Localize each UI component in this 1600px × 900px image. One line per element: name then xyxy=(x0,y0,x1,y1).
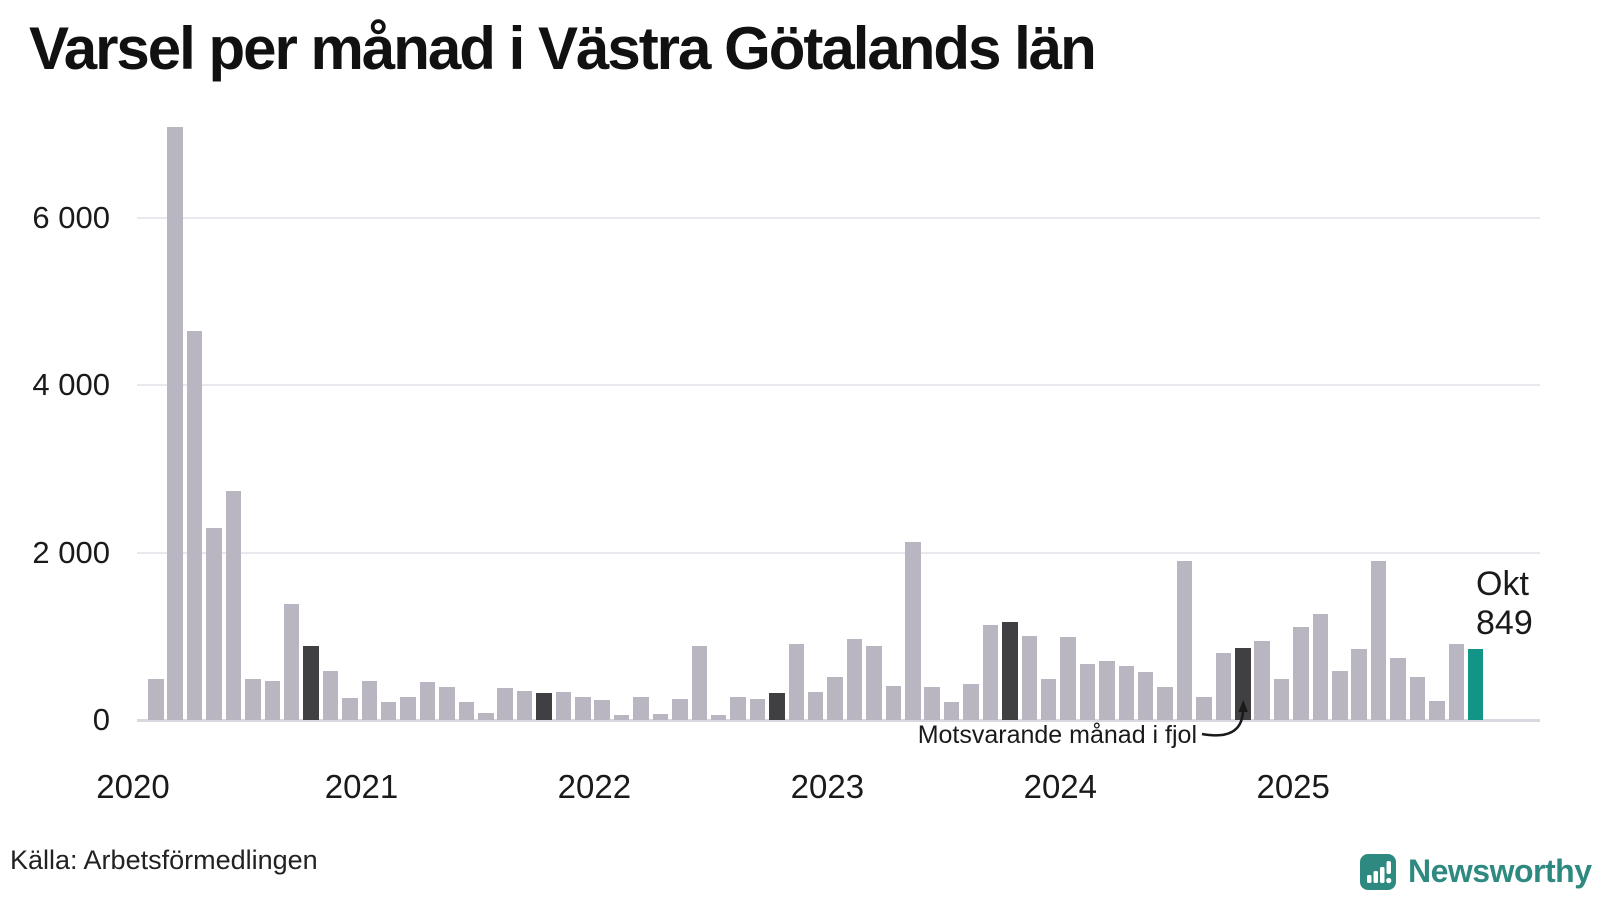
bar-jan-2023 xyxy=(827,676,843,721)
bar-okt-2025 xyxy=(1467,648,1484,720)
newsworthy-logo: Newsworthy xyxy=(1360,853,1592,890)
source-caption: Källa: Arbetsförmedlingen xyxy=(10,845,318,875)
gridline-2000 xyxy=(137,551,1540,554)
bar-jun-2023 xyxy=(924,687,940,720)
bar-maj-2021 xyxy=(439,686,455,720)
bar-mar-2025 xyxy=(1332,670,1348,720)
chart-title: Varsel per månad i Västra Götalands län xyxy=(29,15,1097,82)
bar-apr-2023 xyxy=(885,685,902,720)
annotation-previous-year-label: Motsvarande månad i fjol xyxy=(917,721,1197,749)
bar-nov-2024 xyxy=(1254,641,1270,720)
bar-feb-2025 xyxy=(1312,613,1329,720)
newsworthy-logo-bar-chart-icon xyxy=(1360,853,1396,890)
bar-sep-2025 xyxy=(1448,643,1464,720)
x-tick-label-2025: 2025 xyxy=(1256,768,1330,805)
bar-maj-2022 xyxy=(672,699,688,720)
current-month-value-label: Okt 849 xyxy=(1476,565,1533,643)
bar-sep-2024 xyxy=(1215,653,1231,720)
bar-feb-2022 xyxy=(613,715,630,720)
bar-aug-2021 xyxy=(497,688,513,720)
bar-maj-2020 xyxy=(206,528,222,720)
bar-apr-2020 xyxy=(186,331,203,720)
bar-nov-2021 xyxy=(555,692,572,720)
gridline-4000 xyxy=(137,384,1540,386)
current-value-label: 849 xyxy=(1476,604,1533,642)
bar-jul-2023 xyxy=(943,702,960,720)
bar-jun-2024 xyxy=(1157,686,1173,720)
y-tick-label-6000: 6 000 xyxy=(32,199,110,235)
bar-sep-2020 xyxy=(283,603,300,720)
bar-apr-2024 xyxy=(1118,665,1134,720)
bar-okt-2022 xyxy=(769,693,785,720)
x-tick-label-2020: 2020 xyxy=(96,768,170,805)
bar-mar-2024 xyxy=(1099,661,1115,720)
bar-jul-2020 xyxy=(245,679,261,720)
bar-sep-2023 xyxy=(982,625,999,720)
x-tick-label-2024: 2024 xyxy=(1023,768,1098,805)
bar-jun-2021 xyxy=(458,701,475,720)
bar-nov-2023 xyxy=(1021,636,1037,721)
bar-jun-2025 xyxy=(1390,658,1406,720)
bar-okt-2024 xyxy=(1235,648,1251,720)
bar-aug-2023 xyxy=(963,684,979,720)
y-tick-label-4000: 4 000 xyxy=(32,367,110,402)
bar-nov-2020 xyxy=(322,671,339,720)
bar-feb-2021 xyxy=(380,702,397,720)
bar-mar-2023 xyxy=(866,645,882,720)
bar-jan-2025 xyxy=(1293,627,1309,720)
bar-feb-2020 xyxy=(148,679,164,720)
x-tick-label-2022: 2022 xyxy=(557,768,632,805)
bar-feb-2024 xyxy=(1079,663,1096,720)
bar-nov-2022 xyxy=(788,643,804,720)
bar-jul-2025 xyxy=(1409,677,1426,720)
bar-apr-2025 xyxy=(1351,648,1367,720)
bar-maj-2025 xyxy=(1370,560,1387,720)
bar-maj-2023 xyxy=(905,541,921,720)
bar-jan-2022 xyxy=(594,699,610,720)
bar-aug-2024 xyxy=(1196,696,1212,720)
bar-dec-2020 xyxy=(342,698,358,720)
bar-dec-2024 xyxy=(1273,679,1290,720)
bar-okt-2023 xyxy=(1002,622,1018,720)
y-tick-label-0: 0 xyxy=(92,702,110,737)
bar-dec-2023 xyxy=(1040,679,1057,720)
bar-jan-2021 xyxy=(361,680,377,720)
x-tick-label-2021: 2021 xyxy=(324,768,399,805)
bar-mar-2022 xyxy=(633,697,649,720)
bar-aug-2020 xyxy=(264,680,280,720)
bar-sep-2021 xyxy=(516,690,533,720)
x-tick-label-2023: 2023 xyxy=(790,768,865,805)
bar-apr-2021 xyxy=(419,682,436,720)
y-tick-label-2000: 2 000 xyxy=(32,534,110,570)
bar-dec-2022 xyxy=(807,692,824,720)
bar-dec-2021 xyxy=(575,697,591,720)
bar-jan-2024 xyxy=(1060,637,1076,720)
bar-apr-2022 xyxy=(652,714,669,720)
bar-okt-2021 xyxy=(536,693,552,720)
bar-aug-2022 xyxy=(730,697,746,720)
bar-aug-2025 xyxy=(1429,700,1445,720)
bar-jul-2024 xyxy=(1176,560,1193,720)
current-month-label: Okt xyxy=(1476,565,1529,603)
newsworthy-logo-text: Newsworthy xyxy=(1408,853,1592,889)
bar-okt-2020 xyxy=(303,645,319,720)
bar-jul-2021 xyxy=(478,712,494,720)
bar-mar-2020 xyxy=(167,127,183,720)
bar-sep-2022 xyxy=(749,699,766,720)
bar-feb-2023 xyxy=(846,638,863,720)
gridline-6000 xyxy=(137,216,1540,219)
bar-jun-2022 xyxy=(691,646,707,720)
bar-maj-2024 xyxy=(1137,672,1154,720)
bar-mar-2021 xyxy=(400,697,416,720)
bar-jun-2020 xyxy=(225,491,242,720)
x-axis-line xyxy=(137,719,1540,722)
bar-jul-2022 xyxy=(710,715,727,720)
